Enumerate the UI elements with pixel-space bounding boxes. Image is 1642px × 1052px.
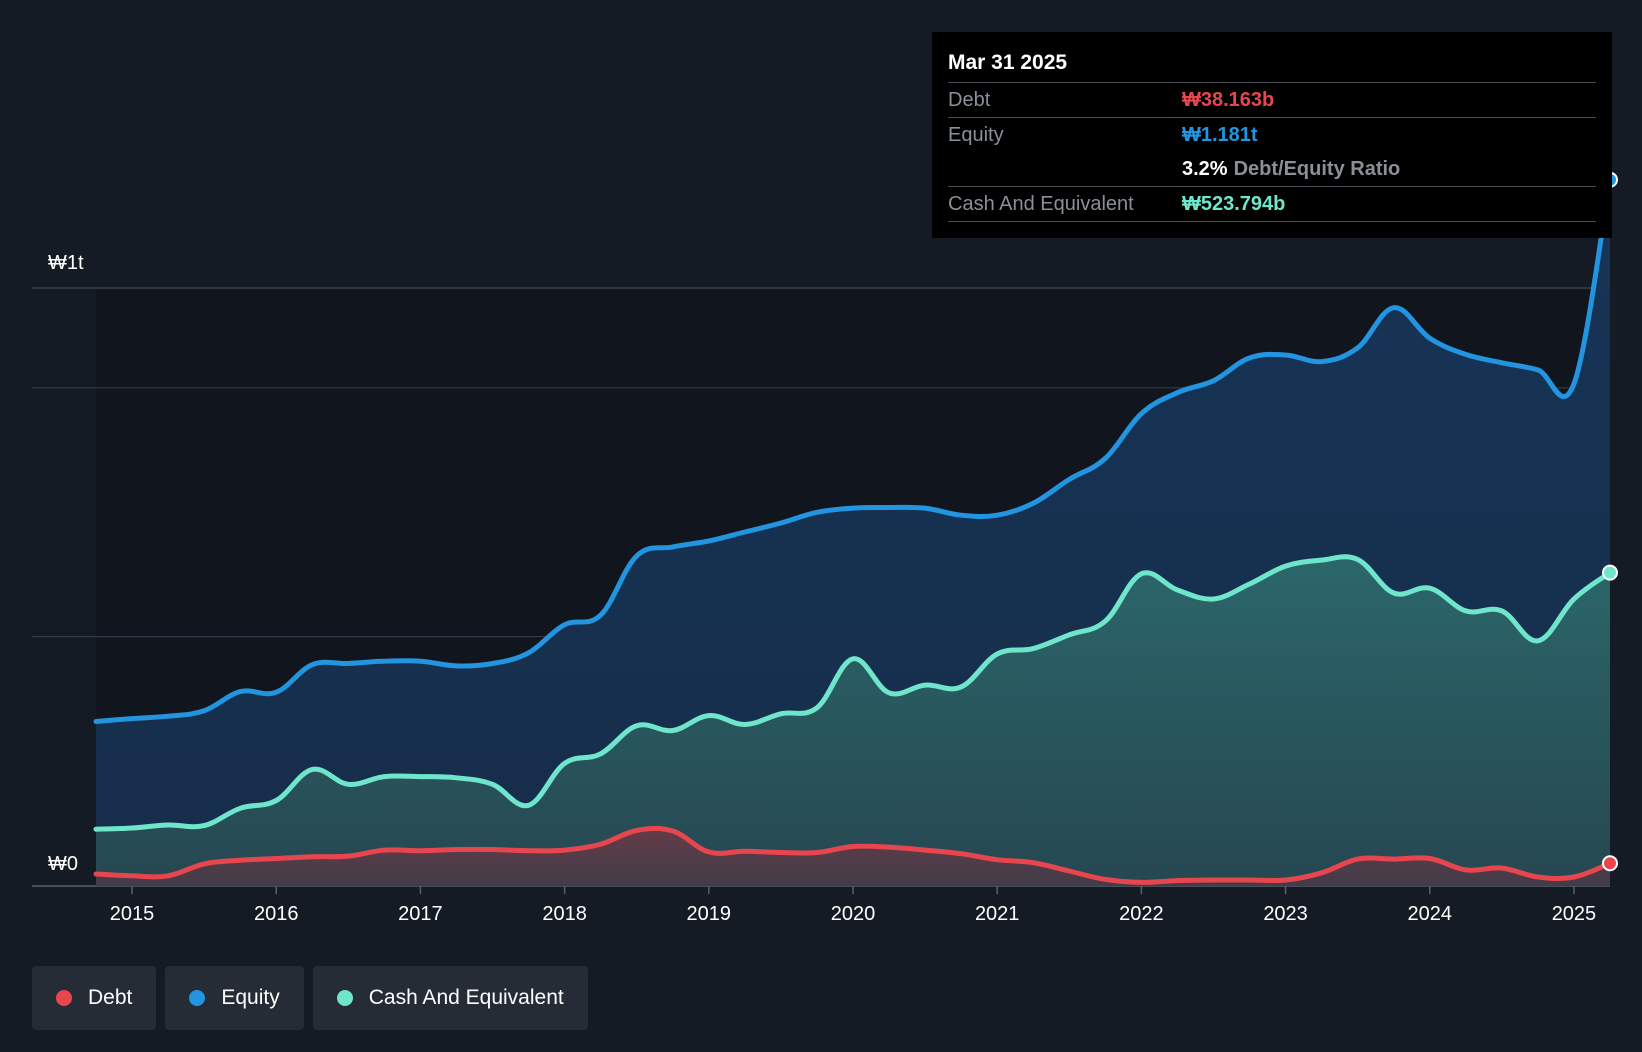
legend-debt-label: Debt	[88, 986, 133, 1009]
tooltip-debt-label: Debt	[948, 89, 991, 111]
tooltip-equity-label: Equity	[948, 124, 1004, 146]
tooltip-ratio-value: 3.2%	[1182, 158, 1228, 180]
legend-item-equity[interactable]: Equity	[165, 966, 304, 1030]
x-tick-label: 2016	[254, 903, 299, 925]
x-tick-label: 2018	[542, 903, 587, 925]
tooltip-ratio-row: 3.2% Debt/Equity Ratio	[948, 152, 1596, 187]
y-axis-bottom-label: ₩0	[48, 853, 78, 875]
x-tick-label: 2021	[975, 903, 1020, 925]
legend-debt-dot-icon	[56, 990, 72, 1006]
x-tick-label: 2025	[1552, 903, 1597, 925]
tooltip-cash-row: Cash And Equivalent ₩523.794b	[948, 187, 1596, 222]
legend-cash-label: Cash And Equivalent	[368, 986, 564, 1009]
legend-cash-dot-icon	[336, 990, 353, 1006]
x-tick-label: 2020	[831, 903, 876, 925]
chart-legend: Debt Equity Cash And Equivalent	[32, 966, 588, 1030]
tooltip-equity-row: Equity ₩1.181t	[948, 118, 1596, 152]
tooltip-cash-value: ₩523.794b	[1182, 193, 1286, 215]
legend-item-debt[interactable]: Debt	[32, 966, 157, 1030]
equity-line	[93, 177, 1613, 724]
x-tick-label: 2022	[1119, 903, 1164, 925]
debt-line	[93, 825, 1613, 885]
x-tick-label: 2015	[110, 903, 155, 925]
x-tick-label: 2024	[1408, 903, 1453, 925]
x-tick-label: 2017	[398, 903, 443, 925]
tooltip-panel: Mar 31 2025 Debt ₩38.163b Equity ₩1.181t…	[932, 32, 1612, 238]
legend-equity-dot-icon	[189, 990, 206, 1006]
cash-end-marker	[1602, 564, 1618, 581]
tooltip-equity-value: ₩1.181t	[1182, 124, 1258, 146]
legend-equity-label: Equity	[221, 986, 280, 1009]
tooltip-ratio-label: Debt/Equity Ratio	[1233, 158, 1401, 180]
tooltip-date: Mar 31 2025	[948, 44, 1596, 83]
y-axis-top-label: ₩1t	[48, 252, 84, 274]
tooltip-debt-value: ₩38.163b	[1182, 89, 1275, 111]
tooltip-debt-row: Debt ₩38.163b	[948, 83, 1596, 118]
legend-item-cash[interactable]: Cash And Equivalent	[312, 966, 588, 1030]
cash-line	[93, 554, 1613, 832]
tooltip-cash-label: Cash And Equivalent	[948, 193, 1134, 215]
x-tick-label: 2023	[1263, 903, 1308, 925]
cash-area	[96, 556, 1610, 886]
x-tick-label: 2019	[687, 903, 732, 925]
debt-end-marker	[1602, 855, 1618, 872]
debt-area	[96, 828, 1610, 886]
